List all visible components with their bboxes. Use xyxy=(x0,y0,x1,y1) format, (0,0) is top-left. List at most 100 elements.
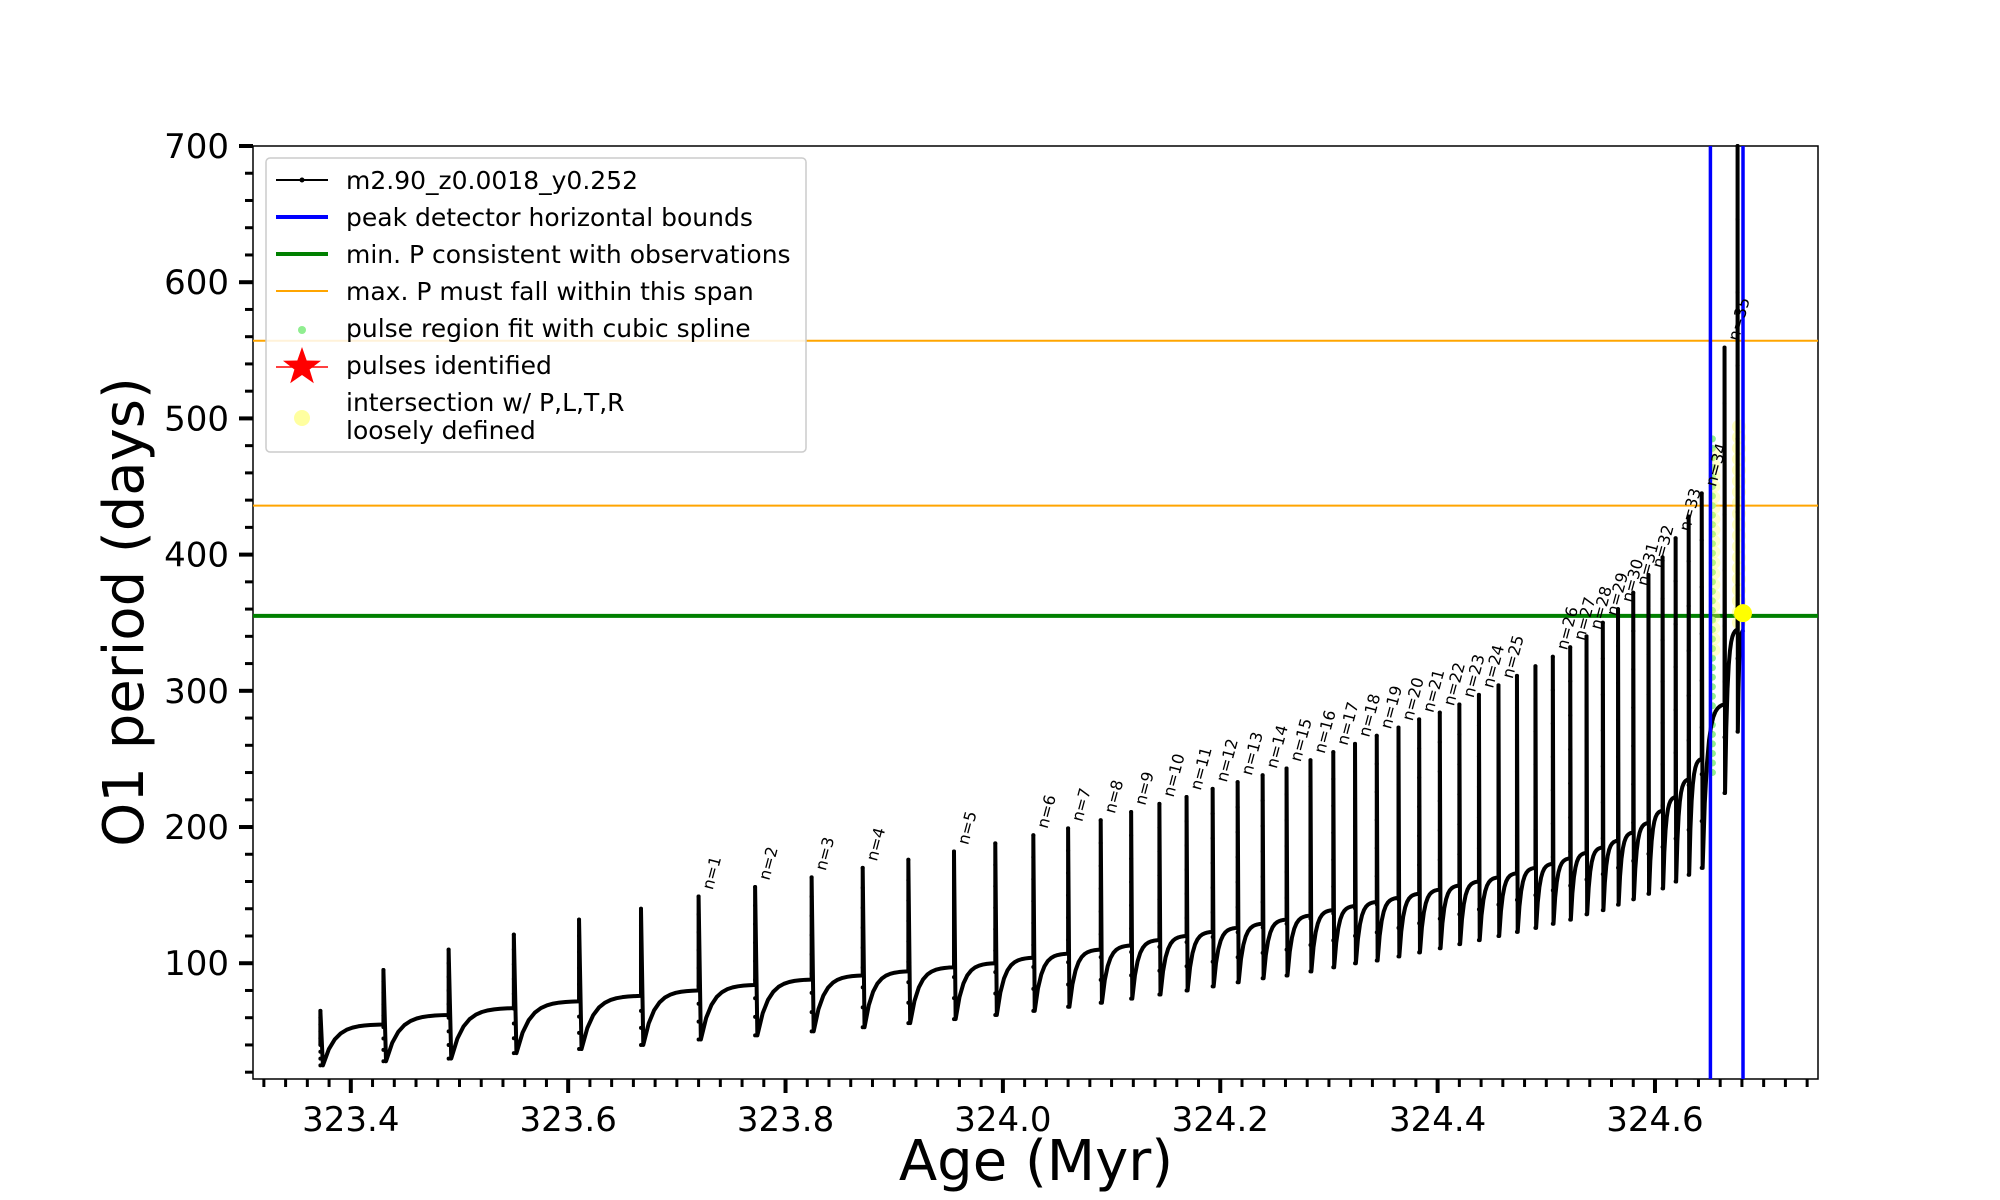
y-axis-title: O1 period (days) xyxy=(92,377,157,847)
series-point xyxy=(1184,843,1189,848)
series-point xyxy=(1496,808,1501,813)
series-point xyxy=(1514,897,1519,902)
series-point xyxy=(1437,946,1442,951)
series-point xyxy=(1600,620,1605,625)
series-point xyxy=(1735,656,1740,661)
series-point xyxy=(638,957,643,962)
series-point xyxy=(1533,729,1538,734)
series-point xyxy=(1157,849,1162,854)
series-point xyxy=(1417,921,1422,926)
series-point xyxy=(1284,895,1289,900)
y-tick-label: 200 xyxy=(164,808,229,848)
series-point xyxy=(696,983,701,988)
series-point xyxy=(1031,877,1036,882)
series-point xyxy=(1476,846,1481,851)
series-point xyxy=(1284,844,1289,849)
series-point xyxy=(638,906,643,911)
series-point xyxy=(809,913,814,918)
series-point xyxy=(1550,888,1555,893)
series-point xyxy=(1686,738,1691,743)
series-point xyxy=(1098,932,1103,937)
series-point xyxy=(381,1059,386,1064)
series-point xyxy=(1417,833,1422,838)
series-point xyxy=(1631,590,1636,595)
series-point xyxy=(1457,912,1462,917)
series-point xyxy=(1184,867,1189,872)
series-point xyxy=(1457,882,1462,887)
series-point xyxy=(951,954,956,959)
series-point xyxy=(1496,933,1501,938)
series-point xyxy=(638,1008,643,1013)
series-point xyxy=(1568,713,1573,718)
series-point xyxy=(1396,754,1401,759)
x-tick-label: 324.2 xyxy=(1172,1100,1269,1140)
series-point xyxy=(1496,902,1501,907)
series-point xyxy=(1437,769,1442,774)
series-point xyxy=(446,1056,451,1061)
y-tick-label: 300 xyxy=(164,672,229,712)
series-point xyxy=(1184,891,1189,896)
series-point xyxy=(1457,702,1462,707)
series-point xyxy=(1735,583,1740,588)
series-point xyxy=(1437,710,1442,715)
series-point xyxy=(1673,622,1678,627)
series-point xyxy=(993,884,998,889)
series-point xyxy=(1066,937,1071,942)
series-point xyxy=(446,1002,451,1007)
series-point xyxy=(809,990,814,995)
series-point xyxy=(753,940,758,945)
series-point xyxy=(906,1021,911,1026)
series-point xyxy=(1437,887,1442,892)
series-point xyxy=(446,947,451,952)
series-point xyxy=(1235,880,1240,885)
series-point xyxy=(577,917,582,922)
series-point xyxy=(1514,737,1519,742)
series-point xyxy=(1722,790,1727,795)
series-point xyxy=(1066,915,1071,920)
series-point xyxy=(1374,930,1379,935)
series-point xyxy=(1284,973,1289,978)
series-point xyxy=(1031,833,1036,838)
series-point xyxy=(1031,986,1036,991)
series-point xyxy=(1476,876,1481,881)
legend-marker-series-dot xyxy=(299,177,305,183)
series-point xyxy=(1735,290,1740,295)
series-point xyxy=(1584,912,1589,917)
series-point xyxy=(446,1042,451,1047)
series-point xyxy=(1260,900,1265,905)
series-point xyxy=(511,1021,516,1026)
series-point xyxy=(511,1051,516,1056)
series-point xyxy=(1417,775,1422,780)
series-point xyxy=(1210,984,1215,989)
series-point xyxy=(1735,363,1740,368)
series-point xyxy=(1374,789,1379,794)
series-point xyxy=(1568,645,1573,650)
x-tick-label: 324.4 xyxy=(1389,1100,1486,1140)
series-point xyxy=(577,933,582,938)
series-point xyxy=(696,948,701,953)
series-point xyxy=(1616,791,1621,796)
legend-box xyxy=(265,157,807,453)
series-point xyxy=(1631,820,1636,825)
x-tick-label: 323.8 xyxy=(737,1100,834,1140)
series-point xyxy=(1374,818,1379,823)
series-point xyxy=(1308,784,1313,789)
series-point xyxy=(1157,921,1162,926)
series-point xyxy=(1660,555,1665,560)
series-point xyxy=(1157,968,1162,973)
series-point xyxy=(1184,940,1189,945)
series-point xyxy=(1631,667,1636,672)
series-point xyxy=(1686,514,1691,519)
series-point xyxy=(1660,596,1665,601)
series-point xyxy=(318,1036,323,1041)
plot-area xyxy=(252,145,1819,1080)
series-point xyxy=(951,849,956,854)
series-point xyxy=(511,947,516,952)
series-point xyxy=(809,971,814,976)
series-point xyxy=(809,1010,814,1015)
series-point xyxy=(753,1033,758,1038)
series-point xyxy=(1066,1004,1071,1009)
series-point xyxy=(1098,841,1103,846)
series-point xyxy=(1568,849,1573,854)
